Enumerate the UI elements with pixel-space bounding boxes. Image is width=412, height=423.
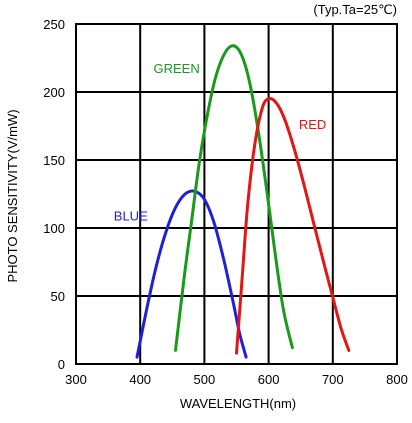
- series-label-blue: BLUE: [114, 208, 148, 223]
- tick-labels: 300 400 500 600 700 800 0 50 100 150 200 250: [43, 17, 408, 387]
- series-label-green: GREEN: [154, 61, 200, 76]
- x-tick-label: 400: [129, 372, 151, 387]
- series-labels: BLUE GREEN RED: [114, 61, 327, 224]
- y-tick-label: 100: [43, 221, 65, 236]
- series-line-green: [174, 44, 294, 352]
- x-tick-label: 600: [258, 372, 280, 387]
- plot-frame: [75, 23, 398, 365]
- y-axis-label: PHOTO SENSITIVITY(V/mW): [5, 109, 20, 282]
- y-tick-label: 150: [43, 153, 65, 168]
- x-tick-label: 800: [386, 372, 408, 387]
- y-tick-label: 50: [51, 289, 65, 304]
- series-line-red: [235, 97, 351, 355]
- x-tick-label: 700: [322, 372, 344, 387]
- y-tick-label: 200: [43, 85, 65, 100]
- x-axis-label: WAVELENGTH(nm): [180, 396, 296, 411]
- condition-note: (Typ.Ta=25℃): [313, 2, 397, 17]
- x-tick-label: 500: [194, 372, 216, 387]
- series-lines: [135, 44, 351, 359]
- series-label-red: RED: [299, 117, 326, 132]
- y-tick-label: 0: [58, 357, 65, 372]
- y-tick-label: 250: [43, 17, 65, 32]
- x-tick-label: 300: [65, 372, 87, 387]
